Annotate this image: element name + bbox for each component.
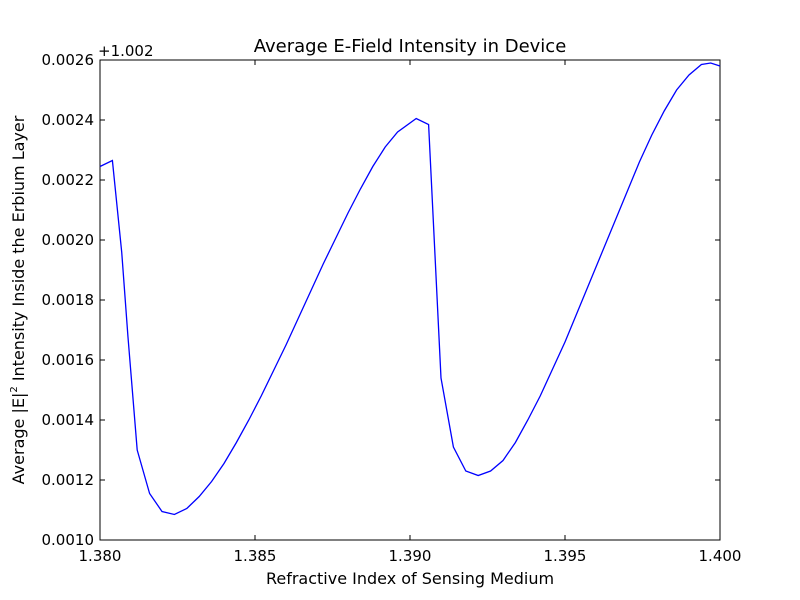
y-tick-label: 0.0012	[42, 471, 95, 489]
plot-frame	[99, 59, 721, 541]
plot-area: 1.380 1.385 1.390 1.395 1.400 0.00100.00120.…	[42, 51, 742, 565]
y-axis-label: Average |E|2 Intensity Inside the Erbium…	[9, 115, 28, 484]
y-tick-label: 0.0010	[42, 531, 95, 549]
x-axis-ticks: 1.380 1.385 1.390 1.395 1.400	[79, 60, 742, 565]
y-tick-label: 0.0014	[42, 411, 95, 429]
x-tick-label: 1.385	[234, 547, 277, 565]
y-tick-label: 0.0024	[42, 111, 95, 129]
y-tick-label: 0.0018	[42, 291, 95, 309]
x-tick-label: 1.380	[79, 547, 122, 565]
y-tick-label: 0.0020	[42, 231, 95, 249]
y-tick-label: 0.0026	[42, 51, 95, 69]
x-tick-label: 1.395	[544, 547, 587, 565]
y-axis-ticks: 0.0010 0.0012 0.0014 0.0016 0.0018 0.0020 0.00…	[42, 51, 720, 549]
x-axis-label: Refractive Index of Sensing Medium	[266, 569, 554, 588]
series-line	[99, 62, 721, 516]
y-axis-label-part-1: Average |E|	[9, 393, 28, 485]
x-tick-label: 1.390	[389, 547, 432, 565]
y-offset-label: +1.002	[98, 42, 154, 60]
x-tick-label: 1.400	[699, 547, 742, 565]
y-axis-label-part-2: Intensity Inside the Erbium Layer	[9, 115, 28, 386]
chart-title: Average E-Field Intensity in Device	[254, 36, 567, 57]
y-axis-label-superscript: 2	[9, 386, 20, 392]
y-tick-label: 0.0016	[42, 351, 95, 369]
y-tick-label: 0.0022	[42, 171, 95, 189]
